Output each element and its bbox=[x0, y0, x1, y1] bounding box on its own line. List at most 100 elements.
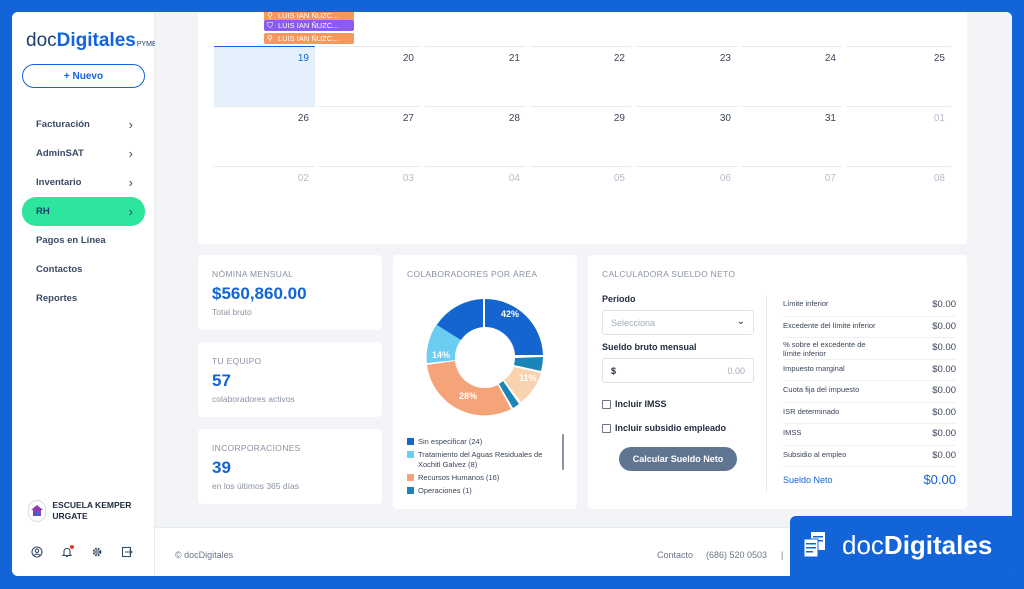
calendar-day[interactable]: 27 bbox=[319, 106, 420, 166]
legend-item[interactable]: Sin especificar (24) bbox=[407, 437, 557, 447]
donut-slice-11[interactable] bbox=[504, 367, 541, 402]
result-row: IMSS $0.00 bbox=[783, 424, 956, 446]
sidebar-item-label: Reportes bbox=[36, 293, 78, 304]
notification-bell-icon[interactable] bbox=[60, 545, 74, 559]
include-subsidy-checkbox[interactable]: Incluir subsidio empleado bbox=[602, 423, 726, 433]
calendar-day[interactable]: 28 bbox=[425, 106, 526, 166]
sidebar-item-label: AdminSAT bbox=[36, 148, 84, 159]
checkbox-box[interactable] bbox=[602, 399, 611, 409]
include-imss-checkbox[interactable]: Incluir IMSS bbox=[602, 399, 667, 409]
calendar-day[interactable]: 04 bbox=[425, 166, 526, 226]
chevron-right-icon: › bbox=[128, 117, 133, 132]
calendar-event[interactable]: ⚲ LUIS IAN ÑUZC... bbox=[264, 33, 354, 44]
calendar-day[interactable]: 19 bbox=[214, 46, 315, 106]
calendar-day[interactable]: 01 bbox=[847, 106, 951, 166]
sidebar-item-inventario[interactable]: Inventario › bbox=[22, 168, 145, 197]
sidebar-item-adminsat[interactable]: AdminSAT › bbox=[22, 139, 145, 168]
sidebar-item-pagos[interactable]: Pagos en Línea bbox=[22, 226, 145, 255]
legend-item[interactable]: Operaciones (1) bbox=[407, 486, 557, 496]
logo-doc: doc bbox=[26, 30, 57, 51]
calendar-day[interactable]: 02 bbox=[214, 166, 315, 226]
event-label: LUIS IAN ÑUZC... bbox=[278, 34, 339, 43]
card-subtitle: colaboradores activos bbox=[212, 394, 295, 404]
calendar-day[interactable]: 22 bbox=[530, 46, 631, 106]
footer-phone: (686) 520 0503 bbox=[706, 550, 768, 560]
sidebar-item-facturacion[interactable]: Facturación › bbox=[22, 110, 145, 139]
chevron-right-icon: › bbox=[128, 175, 133, 190]
calendar-month-view: ⚲ LUIS IAN ÑUZC... ⛉ LUIS IAN ÑUZC... ⚲ LUI… bbox=[198, 12, 967, 244]
legend-item[interactable]: Tratamiento del Aguas Residuales de Xoch… bbox=[407, 450, 557, 470]
result-row: Cuota fija del impuesto $0.00 bbox=[783, 381, 956, 403]
calendar-day[interactable]: 06 bbox=[636, 166, 737, 226]
legend-item[interactable]: Recursos Humanos (16) bbox=[407, 473, 557, 483]
donut-slice-recursos-humanos[interactable] bbox=[427, 361, 511, 416]
card-title: COLABORADORES POR ÁREA bbox=[407, 269, 538, 279]
calendar-event[interactable]: ⛉ LUIS IAN ÑUZC... bbox=[264, 20, 354, 31]
calendar-day[interactable]: 26 bbox=[214, 106, 315, 166]
calendar-day[interactable]: 29 bbox=[530, 106, 631, 166]
logo-digitales: Digitales bbox=[56, 30, 136, 51]
legend-swatch bbox=[407, 487, 414, 494]
legend-swatch bbox=[407, 474, 414, 481]
app-logo[interactable]: docDigitalesPYMES bbox=[26, 30, 161, 52]
calendar-day[interactable]: 30 bbox=[636, 106, 737, 166]
calendar-day[interactable]: 20 bbox=[319, 46, 420, 106]
sidebar-item-label: RH bbox=[36, 206, 50, 217]
team-card: TU EQUIPO 57 colaboradores activos bbox=[198, 342, 382, 417]
checkbox-box[interactable] bbox=[602, 423, 611, 433]
calculate-net-salary-button[interactable]: Calcular Sueldo Neto bbox=[619, 447, 737, 471]
sidebar-nav: Facturación › AdminSAT › Inventario › RH › P… bbox=[22, 110, 145, 313]
organization-name: ESCUELA KEMPER URGATE bbox=[52, 500, 132, 521]
sidebar-item-label: Inventario bbox=[36, 177, 82, 188]
calendar-event[interactable]: ⚲ LUIS IAN ÑUZC... bbox=[264, 12, 354, 21]
gross-salary-input[interactable]: $0.00 bbox=[602, 358, 754, 383]
donut-slice-sin-especificar[interactable] bbox=[485, 299, 543, 355]
legend-scrollbar[interactable] bbox=[562, 434, 564, 470]
sidebar-item-contactos[interactable]: Contactos bbox=[22, 255, 145, 284]
calendar-day[interactable]: 05 bbox=[530, 166, 631, 226]
chevron-right-icon: › bbox=[128, 204, 133, 219]
period-select[interactable]: Selecciona ⌄ bbox=[602, 310, 754, 335]
sidebar-item-rh[interactable]: RH › bbox=[22, 197, 145, 226]
result-label: % sobre el excedente de límite inferior bbox=[783, 340, 866, 358]
donut-legend: Sin especificar (24) Tratamiento del Agu… bbox=[407, 437, 557, 497]
calendar-day[interactable]: 07 bbox=[741, 166, 842, 226]
logout-icon[interactable] bbox=[120, 546, 133, 559]
calendar-day[interactable]: 23 bbox=[636, 46, 737, 106]
donut-slice-small[interactable] bbox=[514, 357, 543, 371]
result-label: Límite inferior bbox=[783, 299, 829, 308]
net-salary-row: Sueldo Neto $0.00 bbox=[783, 467, 956, 493]
organization-switcher[interactable]: ESCUELA KEMPER URGATE bbox=[28, 500, 148, 522]
result-value: $0.00 bbox=[932, 299, 956, 310]
period-placeholder: Selecciona bbox=[611, 318, 656, 328]
calendar-day[interactable]: 25 bbox=[847, 46, 951, 106]
settings-gear-icon[interactable] bbox=[90, 546, 103, 559]
footer-contact-link[interactable]: Contacto bbox=[657, 550, 694, 560]
calendar-day[interactable]: 21 bbox=[425, 46, 526, 106]
result-value: $0.00 bbox=[932, 385, 956, 396]
card-subtitle: en los últimos 365 días bbox=[212, 481, 299, 491]
sidebar-item-reportes[interactable]: Reportes bbox=[22, 284, 145, 313]
shield-icon: ⛉ bbox=[267, 21, 273, 30]
payroll-total: $560,860.00 bbox=[212, 284, 307, 303]
donut-slice-operaciones[interactable] bbox=[499, 381, 519, 408]
new-button[interactable]: + Nuevo bbox=[22, 64, 145, 88]
calendar-day[interactable]: 03 bbox=[319, 166, 420, 226]
card-subtitle: Total bruto bbox=[212, 307, 252, 317]
calendar-day[interactable]: 24 bbox=[741, 46, 842, 106]
donut-slice-sin-especificar-edge bbox=[437, 299, 483, 340]
gross-salary-value: 0.00 bbox=[727, 366, 745, 376]
chevron-right-icon: › bbox=[128, 146, 133, 161]
calendar-day[interactable]: 31 bbox=[741, 106, 842, 166]
calendar-day[interactable]: 08 bbox=[847, 166, 951, 226]
app-window: docDigitalesPYMES + Nuevo Facturación › A… bbox=[12, 12, 1012, 576]
result-value: $0.00 bbox=[932, 320, 956, 332]
sidebar-item-label: Pagos en Línea bbox=[36, 235, 106, 246]
area-donut-card: COLABORADORES POR ÁREA 42% 14% 28% 11% S… bbox=[393, 255, 577, 509]
user-profile-icon[interactable] bbox=[30, 546, 43, 559]
legend-label: Operaciones (1) bbox=[418, 486, 472, 495]
chevron-down-icon: ⌄ bbox=[736, 316, 745, 327]
result-label: Subsidio al empleo bbox=[783, 449, 847, 459]
event-icon: ⚲ bbox=[267, 34, 273, 43]
brand-digitales: Digitales bbox=[883, 530, 993, 560]
